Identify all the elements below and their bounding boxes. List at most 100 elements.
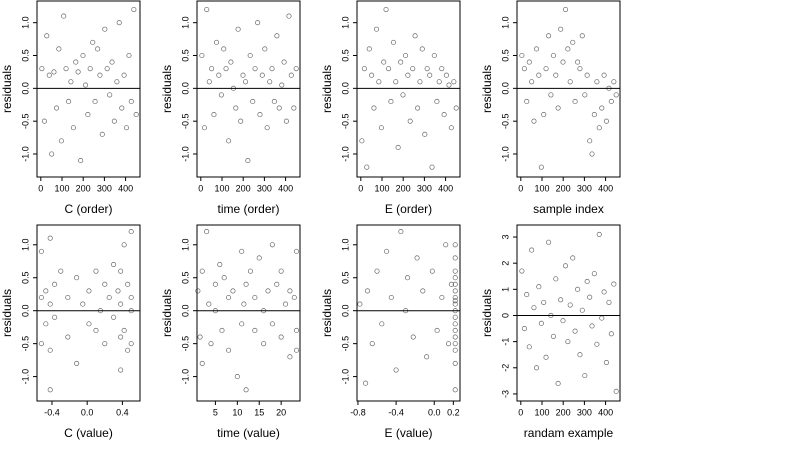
point bbox=[199, 360, 205, 366]
point bbox=[374, 268, 380, 274]
point bbox=[233, 105, 239, 111]
point bbox=[383, 6, 389, 13]
x-tick-label: 0 bbox=[38, 183, 43, 193]
point bbox=[524, 292, 530, 298]
point bbox=[278, 334, 284, 340]
point bbox=[560, 59, 566, 65]
point bbox=[288, 72, 294, 78]
point bbox=[259, 72, 265, 78]
x-tick-label: 100 bbox=[534, 183, 549, 193]
point bbox=[533, 46, 540, 52]
point bbox=[531, 305, 537, 311]
point bbox=[211, 112, 217, 118]
point bbox=[216, 72, 222, 78]
point bbox=[212, 281, 218, 287]
point bbox=[412, 33, 418, 39]
point bbox=[608, 98, 614, 105]
point bbox=[410, 334, 416, 340]
point bbox=[546, 239, 552, 245]
point bbox=[398, 59, 404, 65]
point bbox=[608, 331, 614, 337]
point bbox=[562, 6, 569, 13]
point bbox=[582, 373, 588, 379]
point bbox=[434, 327, 440, 334]
point bbox=[526, 59, 532, 65]
point bbox=[548, 92, 554, 98]
x-tick-label: 200 bbox=[396, 183, 411, 193]
point bbox=[599, 105, 605, 111]
point bbox=[274, 281, 280, 287]
point bbox=[567, 302, 573, 308]
point bbox=[239, 248, 245, 254]
point bbox=[584, 72, 590, 78]
point bbox=[359, 138, 365, 144]
point bbox=[414, 255, 420, 261]
point bbox=[99, 131, 105, 137]
y-tick-label: 0.0 bbox=[500, 82, 510, 95]
point bbox=[424, 354, 430, 360]
point bbox=[575, 286, 581, 292]
point bbox=[218, 92, 224, 98]
point bbox=[390, 39, 397, 45]
y-tick-label: 0.5 bbox=[340, 49, 350, 62]
point bbox=[276, 105, 282, 111]
point bbox=[243, 281, 249, 287]
y-tick-label: -1.0 bbox=[180, 369, 190, 385]
point bbox=[529, 247, 535, 253]
point bbox=[393, 367, 399, 373]
point bbox=[611, 79, 617, 85]
y-tick-label: 0.0 bbox=[20, 82, 30, 95]
point bbox=[201, 125, 207, 131]
point bbox=[247, 268, 254, 274]
point bbox=[39, 66, 45, 72]
point bbox=[443, 242, 449, 248]
point bbox=[550, 333, 557, 339]
point bbox=[38, 248, 44, 254]
point bbox=[242, 79, 249, 85]
point bbox=[118, 301, 124, 307]
point bbox=[206, 79, 212, 85]
point bbox=[47, 347, 53, 353]
point bbox=[63, 66, 69, 72]
point bbox=[570, 255, 576, 261]
point bbox=[102, 281, 108, 287]
point bbox=[128, 341, 134, 347]
point bbox=[43, 321, 49, 327]
x-tick-label: 100 bbox=[54, 183, 69, 193]
point bbox=[286, 13, 292, 19]
point bbox=[434, 98, 440, 105]
x-tick-label: 0 bbox=[198, 183, 203, 193]
point bbox=[109, 59, 115, 65]
point bbox=[567, 79, 573, 85]
point bbox=[452, 255, 458, 261]
point bbox=[269, 242, 275, 248]
x-tick-label: 400 bbox=[598, 183, 613, 193]
point bbox=[558, 26, 564, 32]
point bbox=[264, 125, 270, 131]
point bbox=[281, 59, 287, 65]
point bbox=[404, 275, 411, 281]
point bbox=[114, 79, 120, 85]
point bbox=[555, 105, 561, 111]
point bbox=[446, 82, 452, 88]
x-tick-label: 300 bbox=[257, 183, 272, 193]
x-axis-label: C (order) bbox=[64, 202, 112, 216]
point bbox=[111, 314, 117, 320]
x-tick-label: 15 bbox=[254, 407, 264, 417]
point bbox=[560, 318, 566, 324]
point bbox=[596, 231, 602, 237]
point bbox=[133, 112, 139, 118]
y-tick-label: -0.5 bbox=[340, 113, 350, 129]
point bbox=[128, 294, 134, 301]
x-tick-label: 0.0 bbox=[428, 407, 441, 417]
x-axis-label: time (order) bbox=[217, 202, 279, 216]
y-tick-label: 0.5 bbox=[20, 49, 30, 62]
point bbox=[379, 321, 385, 327]
point bbox=[126, 52, 132, 59]
point bbox=[68, 79, 74, 85]
point bbox=[90, 39, 96, 45]
point bbox=[80, 52, 86, 59]
point bbox=[283, 118, 289, 124]
point bbox=[429, 268, 435, 274]
